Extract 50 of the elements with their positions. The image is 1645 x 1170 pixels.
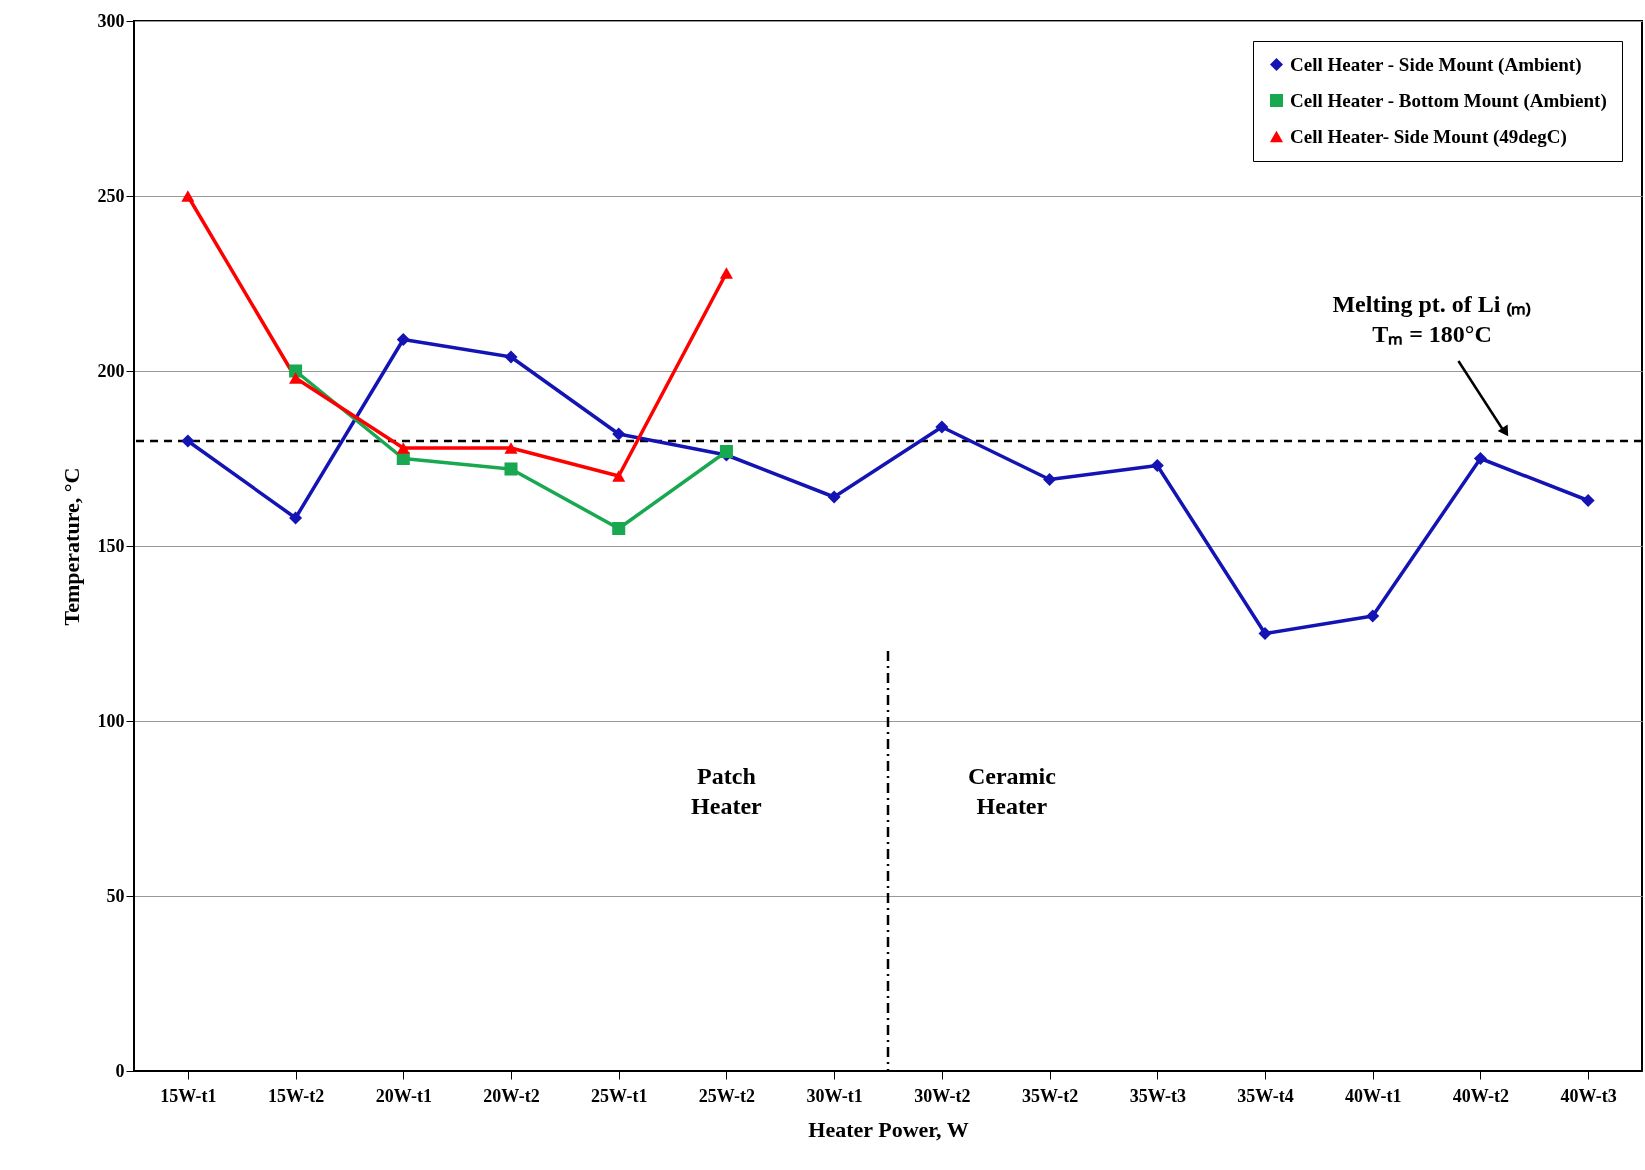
point <box>1366 609 1380 623</box>
x-tick-label: 30W-t2 <box>914 1085 971 1106</box>
x-tick-label: 30W-t1 <box>806 1085 863 1106</box>
x-tick-label: 20W-t1 <box>375 1085 432 1106</box>
x-tick-label: 25W-t2 <box>698 1085 756 1106</box>
point <box>289 372 303 384</box>
point <box>181 190 195 202</box>
legend-label: Cell Heater - Bottom Mount (Ambient) <box>1290 89 1607 112</box>
point <box>1581 493 1595 508</box>
point <box>827 490 841 504</box>
y-tick-label: 150 <box>97 535 125 556</box>
point <box>396 442 410 454</box>
point <box>1258 626 1272 641</box>
point <box>719 267 733 279</box>
point <box>612 427 626 441</box>
y-tick-label: 0 <box>115 1060 125 1081</box>
y-tick-label: 100 <box>97 710 125 731</box>
point <box>396 332 410 347</box>
x-tick-label: 15W-t2 <box>267 1085 325 1106</box>
legend-label: Cell Heater - Side Mount (Ambient) <box>1290 53 1582 76</box>
y-tick-label: 250 <box>97 185 125 206</box>
annotation: Ceramic Heater <box>967 763 1057 819</box>
point <box>612 470 626 482</box>
point <box>1473 451 1487 466</box>
x-tick-label: 25W-t1 <box>591 1085 648 1106</box>
point <box>612 521 626 536</box>
x-tick-label: 35W-t4 <box>1237 1085 1294 1106</box>
x-tick-label: 35W-t3 <box>1129 1085 1186 1106</box>
point <box>935 420 949 434</box>
x-tick-label: 40W-t3 <box>1560 1085 1617 1106</box>
y-axis-title: Temperature, °C <box>58 467 84 626</box>
annotation: Patch Heater <box>691 763 763 819</box>
point <box>504 442 518 454</box>
legend-label: Cell Heater- Side Mount (49degC) <box>1290 125 1567 148</box>
x-tick-label: 40W-t1 <box>1345 1085 1402 1106</box>
x-tick-label: 15W-t1 <box>160 1085 217 1106</box>
x-tick-label: 35W-t2 <box>1021 1085 1079 1106</box>
point <box>181 434 195 448</box>
point <box>504 350 518 364</box>
point <box>1043 472 1057 487</box>
x-axis-title: Heater Power, W <box>808 1116 969 1142</box>
point <box>1150 458 1164 473</box>
point <box>504 462 518 476</box>
x-tick-label: 20W-t2 <box>483 1085 540 1106</box>
y-tick-label: 300 <box>97 10 125 31</box>
x-tick-label: 40W-t2 <box>1452 1085 1510 1106</box>
y-tick-label: 200 <box>97 360 125 381</box>
annotation: Melting pt. of Li ₍ₘ₎ Tₘ = 180°C <box>1332 290 1532 347</box>
y-tick-label: 50 <box>106 885 125 906</box>
point <box>289 511 303 525</box>
